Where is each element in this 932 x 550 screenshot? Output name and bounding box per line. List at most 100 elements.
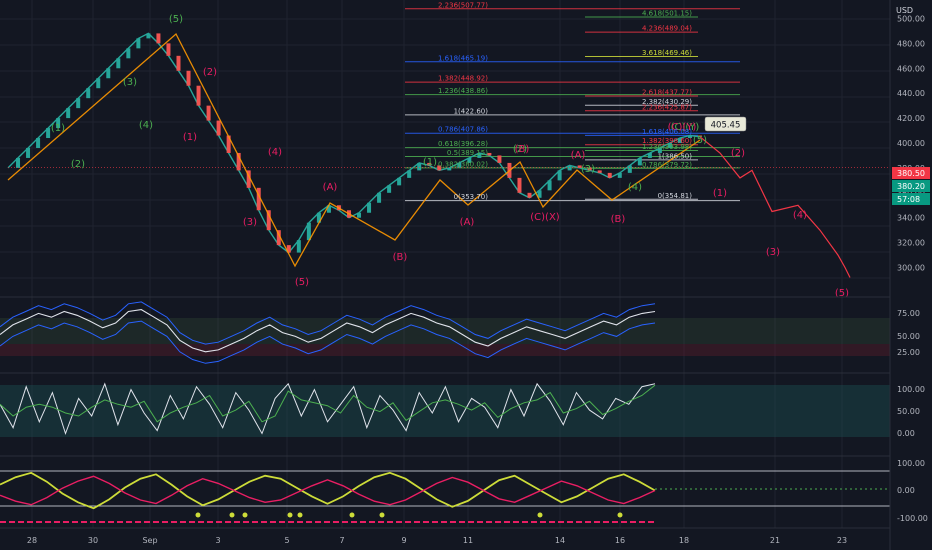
- rsi-tick: 75.00: [897, 309, 920, 318]
- price-candle: [26, 147, 31, 158]
- osc-signal-dot: [537, 512, 543, 518]
- price-series: [7, 32, 890, 268]
- price-candle: [677, 138, 682, 143]
- wave-label: (2): [71, 159, 85, 170]
- price-candle: [377, 192, 382, 203]
- wave-label: (A): [571, 150, 586, 161]
- stoch-tick: 100.00: [897, 385, 925, 394]
- price-candle: [487, 152, 492, 156]
- fib-level-label: 1(422.60): [454, 107, 489, 115]
- price-candle: [357, 212, 362, 218]
- time-axis[interactable]: 28 30 Sep 3 5 7 9 11 14 16 18 21 23: [27, 536, 847, 545]
- price-candle: [156, 33, 161, 44]
- price-candle: [587, 167, 592, 171]
- price-candle: [607, 172, 612, 178]
- price-candle: [66, 108, 71, 119]
- price-candle: [56, 118, 61, 129]
- oscillator-series: [0, 471, 656, 518]
- wave-label: (3): [243, 217, 257, 228]
- price-candle: [627, 165, 632, 173]
- price-tick: 300.00: [897, 264, 925, 273]
- price-badge-text: 380.20: [897, 182, 925, 191]
- fib-level-label: 2.382(430.29): [642, 98, 692, 106]
- wave-label: (2): [731, 148, 745, 159]
- wave-label: (1): [51, 123, 65, 134]
- wave-label: (3): [581, 164, 595, 175]
- time-tick: 21: [770, 536, 780, 545]
- currency-label: USD: [896, 6, 913, 15]
- price-badges: 380.50 380.20 57:08: [892, 167, 930, 205]
- rsi-tick: 50.00: [897, 332, 920, 341]
- time-tick: 14: [555, 536, 565, 545]
- price-candle: [477, 152, 482, 158]
- price-panel[interactable]: (1) (2) (3) (4) (5) (1) (2) (3) (4) (5) (C)(Y) (1) (…: [7, 8, 890, 299]
- price-candle: [206, 105, 211, 121]
- osc-tick: 100.00: [897, 459, 925, 468]
- rsi-panel[interactable]: [0, 301, 890, 364]
- fib-level-label: 0.786(379.72): [642, 161, 692, 169]
- price-candle: [166, 43, 171, 56]
- price-candle: [407, 170, 412, 178]
- price-candle: [647, 152, 652, 158]
- wave-label: (1): [423, 157, 437, 168]
- price-candle: [316, 212, 321, 223]
- price-callout[interactable]: 405.45: [704, 116, 747, 132]
- price-candle: [126, 48, 131, 59]
- price-axis[interactable]: USD 500.00 480.00 460.00 440.00 420.00 400.00…: [889, 0, 932, 550]
- price-candle: [216, 120, 221, 136]
- fib-level-label: 0.5(389.15): [447, 149, 488, 157]
- fib-level-label: 1.236(393.98): [642, 143, 692, 151]
- wave-label: (C)(Y): [668, 122, 697, 133]
- price-candle: [547, 180, 552, 191]
- wave-label: (A): [323, 182, 338, 193]
- stoch-panel[interactable]: [0, 382, 890, 437]
- wave-label: (B): [515, 144, 530, 155]
- wave-label: (B): [393, 252, 408, 263]
- price-badge: [892, 193, 930, 205]
- price-candle: [667, 143, 672, 148]
- time-tick: 7: [339, 536, 344, 545]
- rsi-band: [0, 318, 890, 344]
- price-candle: [397, 177, 402, 186]
- wave-label: (C)(X): [530, 212, 560, 223]
- price-candle: [557, 170, 562, 181]
- price-badge: [892, 180, 930, 192]
- osc-signal-dot: [287, 512, 293, 518]
- price-candle: [306, 222, 311, 241]
- fib-level-label: 2.236(507.77): [438, 1, 488, 9]
- price-candle: [266, 210, 271, 231]
- stoch-d-line: [0, 384, 656, 423]
- price-candle: [417, 162, 422, 171]
- time-tick: 3: [215, 536, 220, 545]
- price-tick: 400.00: [897, 139, 925, 148]
- price-candle: [86, 88, 91, 99]
- grid-lines: [0, 0, 890, 528]
- time-tick: 9: [401, 536, 406, 545]
- wave-label: (4): [139, 120, 153, 131]
- fib-level-label: 4.618(501.15): [642, 10, 692, 18]
- wave-label: (B): [611, 214, 626, 225]
- wave-zigzag: [7, 32, 701, 268]
- wave-label: (4): [793, 210, 807, 221]
- price-candle: [326, 205, 331, 213]
- stoch-series: [0, 382, 656, 436]
- fib-level-label: 0.382(380.02): [438, 160, 488, 168]
- price-badge: [892, 167, 930, 179]
- rsi-series: [0, 301, 656, 364]
- oscillator-panel[interactable]: [0, 470, 890, 523]
- time-tick: 5: [284, 536, 289, 545]
- wave-label: (3): [123, 77, 137, 88]
- fib-level-label: 4.236(489.04): [642, 25, 692, 33]
- price-candle: [517, 177, 522, 193]
- price-candle: [467, 157, 472, 163]
- wave-label: (4): [268, 147, 282, 158]
- price-candle: [36, 138, 41, 148]
- price-candle: [447, 167, 452, 171]
- wave-label: (A): [460, 217, 475, 228]
- price-candle: [457, 162, 462, 168]
- price-candle: [146, 33, 151, 39]
- price-candle: [106, 68, 111, 79]
- price-tick: 460.00: [897, 64, 925, 73]
